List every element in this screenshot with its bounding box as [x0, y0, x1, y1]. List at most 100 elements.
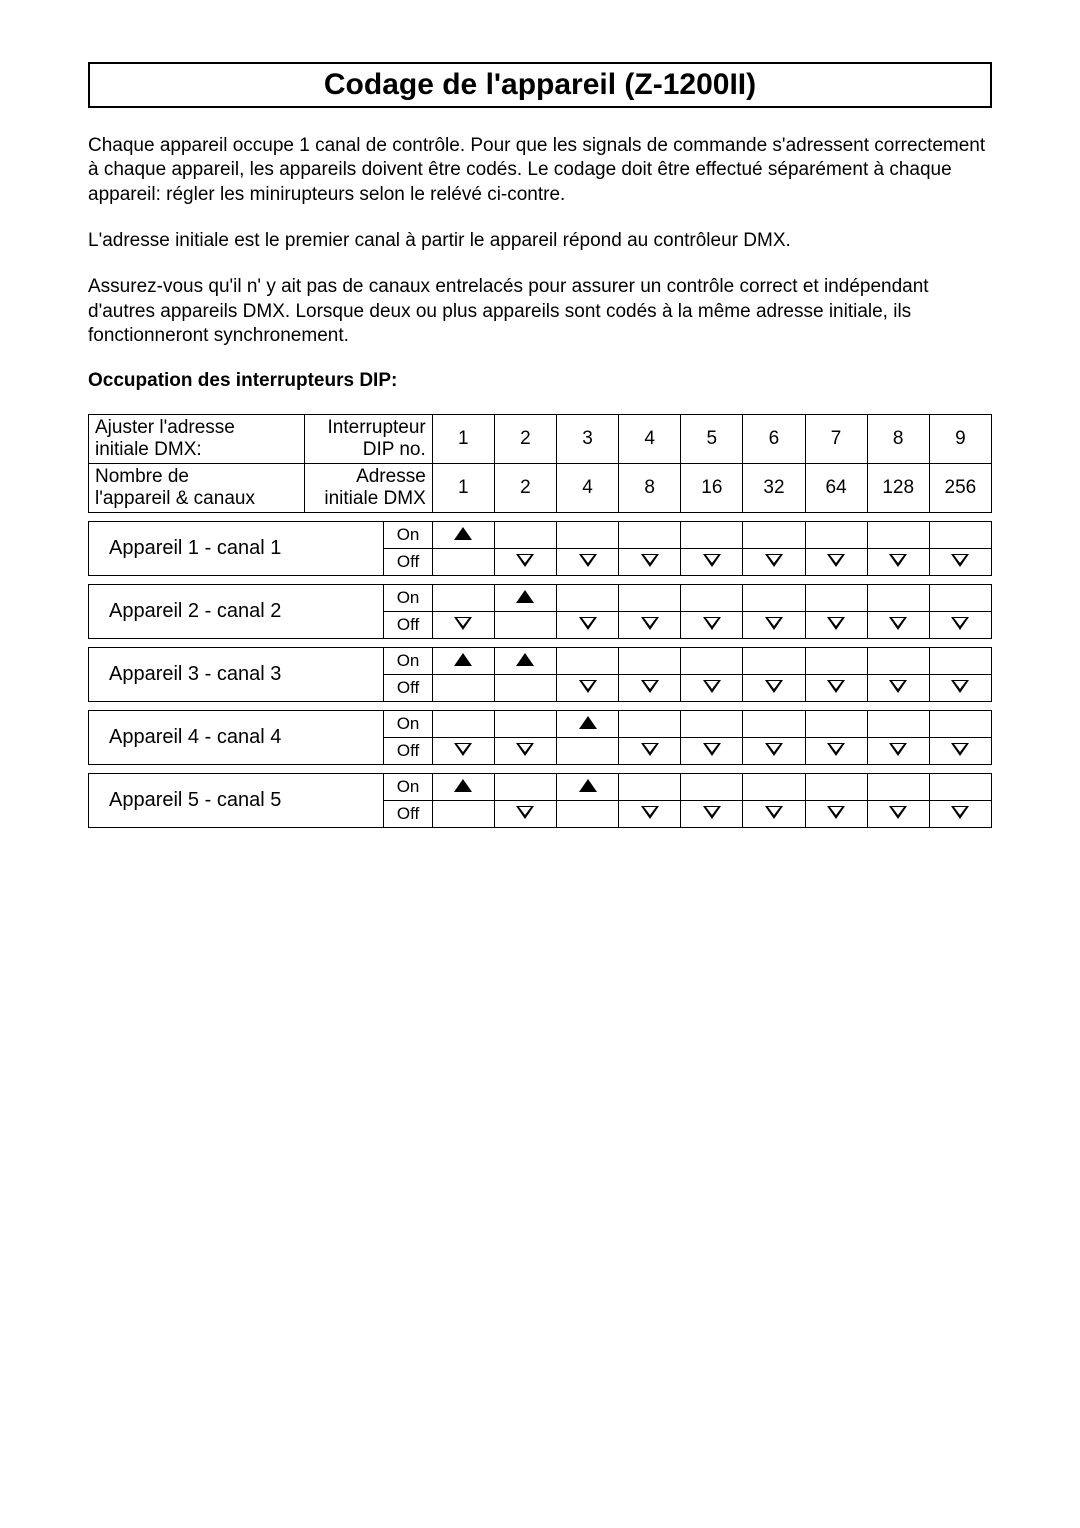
off-label: Off — [384, 549, 432, 576]
dip-cell — [805, 648, 867, 675]
on-label: On — [384, 711, 432, 738]
dip-cell — [743, 648, 805, 675]
dip-cell — [494, 585, 556, 612]
dmx-val-2: 2 — [494, 464, 556, 513]
dmx-val-4: 8 — [619, 464, 681, 513]
intro-para-1: Chaque appareil occupe 1 canal de contrô… — [88, 134, 992, 207]
device-row-on: Appareil 3 - canal 3 On — [89, 648, 992, 675]
intro-para-2: L'adresse initiale est le premier canal … — [88, 229, 992, 253]
dip-cell — [557, 522, 619, 549]
dip-cell — [681, 549, 743, 576]
dip-no-5: 5 — [681, 415, 743, 464]
dip-cell — [867, 738, 929, 765]
dip-off-icon — [703, 617, 721, 630]
device-name: Appareil 1 - canal 1 — [89, 522, 384, 576]
device-name: Appareil 5 - canal 5 — [89, 774, 384, 828]
dip-cell — [929, 738, 991, 765]
off-label: Off — [384, 801, 432, 828]
dip-cell — [929, 522, 991, 549]
dip-off-icon — [951, 554, 969, 567]
dip-cell — [681, 522, 743, 549]
dip-cell — [805, 585, 867, 612]
dip-off-icon — [641, 743, 659, 756]
off-label: Off — [384, 738, 432, 765]
dip-cell — [805, 549, 867, 576]
device-block: Appareil 4 - canal 4 On Off — [88, 710, 992, 765]
dip-cell — [929, 648, 991, 675]
dip-off-icon — [516, 743, 534, 756]
dip-off-icon — [827, 617, 845, 630]
dip-off-icon — [765, 554, 783, 567]
device-row-on: Appareil 4 - canal 4 On — [89, 711, 992, 738]
dip-cell — [619, 675, 681, 702]
dip-cell — [929, 612, 991, 639]
dip-off-icon — [827, 806, 845, 819]
dip-cell — [494, 522, 556, 549]
dip-cell — [867, 648, 929, 675]
dip-cell — [805, 675, 867, 702]
dip-cell — [867, 675, 929, 702]
dip-no-2: 2 — [494, 415, 556, 464]
dip-cell — [681, 711, 743, 738]
dmx-val-1: 1 — [432, 464, 494, 513]
dmx-val-5: 16 — [681, 464, 743, 513]
dip-cell — [557, 675, 619, 702]
dip-cell — [494, 612, 556, 639]
device-row-on: Appareil 2 - canal 2 On — [89, 585, 992, 612]
dip-cell — [619, 648, 681, 675]
dip-cell — [929, 549, 991, 576]
dip-cell — [432, 549, 494, 576]
page-title: Codage de l'appareil (Z-1200II) — [90, 68, 990, 102]
dip-cell — [867, 612, 929, 639]
dip-cell — [557, 549, 619, 576]
device-block: Appareil 3 - canal 3 On Off — [88, 647, 992, 702]
dip-cell — [432, 774, 494, 801]
dip-off-icon — [454, 743, 472, 756]
dip-cell — [494, 774, 556, 801]
on-label: On — [384, 522, 432, 549]
dip-off-icon — [827, 743, 845, 756]
dip-off-icon — [516, 806, 534, 819]
dip-off-icon — [765, 743, 783, 756]
dip-cell — [432, 738, 494, 765]
dip-cell — [619, 585, 681, 612]
dip-on-icon — [454, 779, 472, 792]
device-row-on: Appareil 5 - canal 5 On — [89, 774, 992, 801]
dip-header-table: Ajuster l'adresse initiale DMX: Interrup… — [88, 414, 992, 513]
dip-cell — [929, 585, 991, 612]
hdr2-right: Adresse initiale DMX — [304, 464, 432, 513]
dip-cell — [867, 801, 929, 828]
dip-cell — [432, 612, 494, 639]
dip-no-4: 4 — [619, 415, 681, 464]
device-name: Appareil 4 - canal 4 — [89, 711, 384, 765]
dip-cell — [494, 738, 556, 765]
dip-cell — [743, 612, 805, 639]
dip-off-icon — [827, 554, 845, 567]
dip-cell — [805, 612, 867, 639]
dip-cell — [867, 711, 929, 738]
dip-off-icon — [641, 806, 659, 819]
hdr1-left: Ajuster l'adresse initiale DMX: — [89, 415, 305, 464]
device-block: Appareil 1 - canal 1 On Off — [88, 521, 992, 576]
dip-cell — [743, 675, 805, 702]
dip-cell — [557, 738, 619, 765]
dmx-val-3: 4 — [557, 464, 619, 513]
dip-off-icon — [765, 680, 783, 693]
dip-on-icon — [454, 527, 472, 540]
dip-off-icon — [765, 806, 783, 819]
dip-no-8: 8 — [867, 415, 929, 464]
dip-cell — [929, 801, 991, 828]
dip-cell — [557, 774, 619, 801]
dip-cell — [743, 585, 805, 612]
dip-cell — [557, 801, 619, 828]
dip-on-icon — [454, 653, 472, 666]
dip-cell — [494, 675, 556, 702]
dip-off-icon — [951, 617, 969, 630]
dip-cell — [432, 801, 494, 828]
dip-no-7: 7 — [805, 415, 867, 464]
dmx-val-6: 32 — [743, 464, 805, 513]
dip-no-3: 3 — [557, 415, 619, 464]
dip-off-icon — [765, 617, 783, 630]
dip-off-icon — [579, 617, 597, 630]
off-label: Off — [384, 612, 432, 639]
